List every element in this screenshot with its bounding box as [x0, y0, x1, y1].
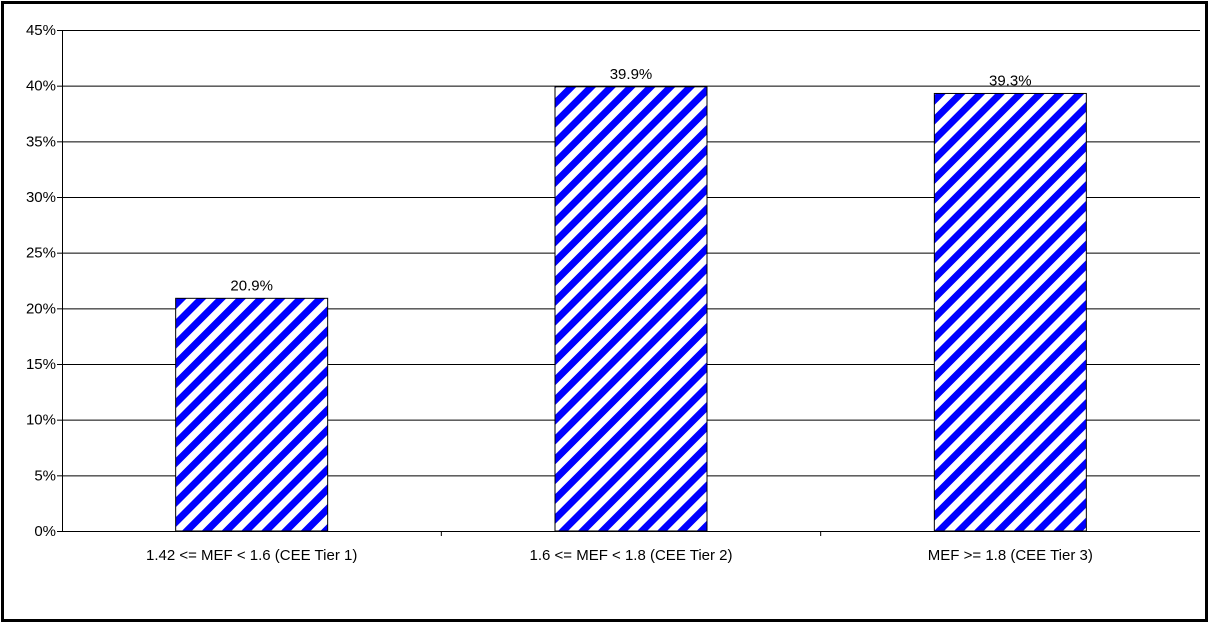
- x-tick-label: 1.42 <= MEF < 1.6 (CEE Tier 1): [146, 547, 357, 564]
- y-tick-label: 25%: [26, 245, 56, 262]
- y-tick-label: 40%: [26, 78, 56, 95]
- bar: [554, 86, 708, 532]
- bar: [933, 92, 1087, 532]
- y-tick-label: 0%: [34, 523, 56, 540]
- data-label: 20.9%: [230, 277, 273, 294]
- bars: [175, 86, 1087, 532]
- y-tick-label: 15%: [26, 356, 56, 373]
- y-tick-label: 35%: [26, 133, 56, 150]
- x-tick-label: 1.6 <= MEF < 1.8 (CEE Tier 2): [530, 547, 733, 564]
- y-tick-label: 30%: [26, 189, 56, 206]
- data-label: 39.9%: [610, 66, 653, 83]
- bar: [175, 297, 329, 532]
- labels: 0% 5% 10% 15% 20% 25% 30% 35% 40% 45% 20.9% 1.42 <=…: [26, 22, 1093, 564]
- y-tick-label: 45%: [26, 22, 56, 39]
- y-tick-label: 10%: [26, 412, 56, 429]
- y-tick-label: 5%: [34, 467, 56, 484]
- data-label: 39.3%: [989, 72, 1032, 89]
- y-tick-label: 20%: [26, 300, 56, 317]
- x-tick-label: MEF >= 1.8 (CEE Tier 3): [928, 547, 1093, 564]
